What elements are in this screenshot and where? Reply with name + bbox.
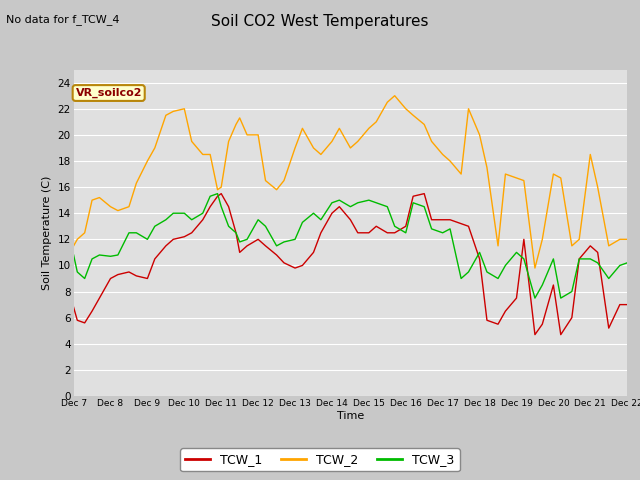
- Text: Soil CO2 West Temperatures: Soil CO2 West Temperatures: [211, 14, 429, 29]
- Text: VR_soilco2: VR_soilco2: [76, 88, 142, 98]
- Y-axis label: Soil Temperature (C): Soil Temperature (C): [42, 176, 52, 290]
- Text: No data for f_TCW_4: No data for f_TCW_4: [6, 14, 120, 25]
- X-axis label: Time: Time: [337, 410, 364, 420]
- Legend: TCW_1, TCW_2, TCW_3: TCW_1, TCW_2, TCW_3: [180, 448, 460, 471]
